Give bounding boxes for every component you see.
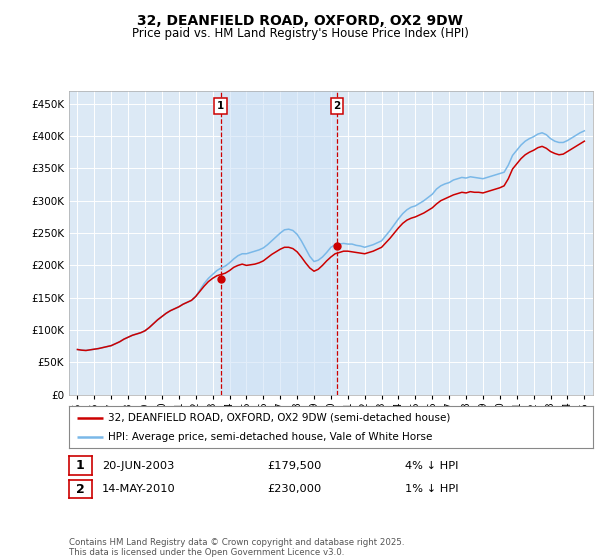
Text: Price paid vs. HM Land Registry's House Price Index (HPI): Price paid vs. HM Land Registry's House … [131,27,469,40]
Text: 32, DEANFIELD ROAD, OXFORD, OX2 9DW: 32, DEANFIELD ROAD, OXFORD, OX2 9DW [137,14,463,28]
Text: £179,500: £179,500 [267,461,322,470]
Text: £230,000: £230,000 [267,484,321,494]
Text: HPI: Average price, semi-detached house, Vale of White Horse: HPI: Average price, semi-detached house,… [108,432,433,442]
Bar [221,91,337,395]
Text: 4% ↓ HPI: 4% ↓ HPI [405,461,458,470]
Text: 2: 2 [76,483,85,496]
Text: 32, DEANFIELD ROAD, OXFORD, OX2 9DW (semi-detached house): 32, DEANFIELD ROAD, OXFORD, OX2 9DW (sem… [108,413,451,423]
Text: Contains HM Land Registry data © Crown copyright and database right 2025.
This d: Contains HM Land Registry data © Crown c… [69,538,404,557]
Text: 1% ↓ HPI: 1% ↓ HPI [405,484,458,494]
Text: 2: 2 [334,101,341,111]
Text: 14-MAY-2010: 14-MAY-2010 [102,484,176,494]
Text: 20-JUN-2003: 20-JUN-2003 [102,461,175,470]
Text: 1: 1 [76,459,85,472]
Text: 1: 1 [217,101,224,111]
